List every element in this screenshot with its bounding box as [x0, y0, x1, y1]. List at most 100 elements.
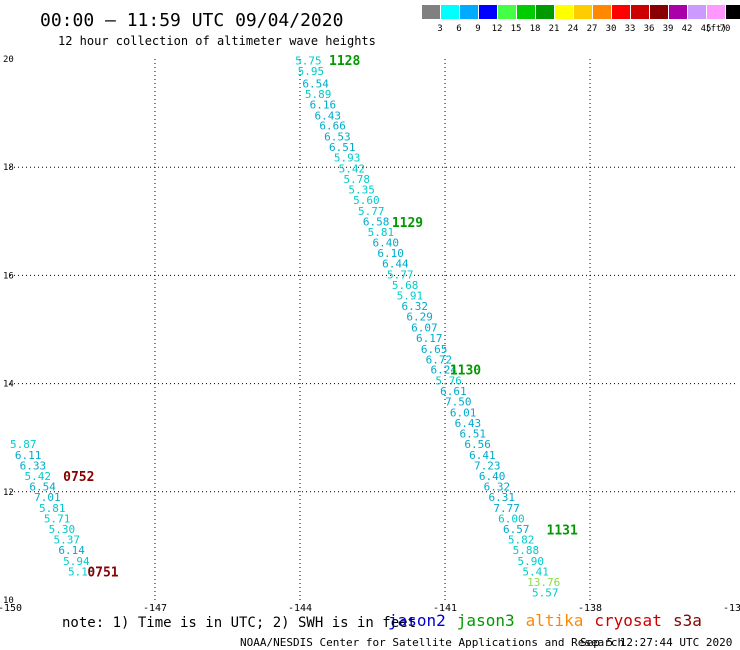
swh-value: 5.81 — [39, 502, 66, 515]
swh-value: 6.31 — [489, 491, 516, 504]
pass-time-label: 1130 — [450, 364, 481, 379]
pass-time-label: 0752 — [63, 470, 94, 485]
swh-value: 6.32 — [402, 300, 429, 313]
x-axis-ticks: -150 -147 -144 -141 -138 -135 — [0, 603, 740, 614]
swh-value: 5.76 — [435, 374, 462, 387]
swh-value: 5.94 — [63, 555, 90, 568]
swh-value: 6.40 — [479, 470, 506, 483]
legend-label: 9 — [475, 24, 480, 34]
swh-value: 6.24 — [431, 364, 458, 377]
legend-swatch — [707, 5, 725, 19]
swh-value: 5.89 — [305, 88, 332, 101]
swh-value: 6.32 — [484, 480, 511, 493]
legend-swatch — [612, 5, 630, 19]
y-tick-label: 18 — [3, 163, 14, 173]
swh-value: 5.88 — [513, 544, 540, 557]
legend-swatch — [631, 5, 649, 19]
swh-value: 6.43 — [315, 109, 342, 122]
swh-value: 6.14 — [58, 544, 85, 557]
swh-value: 6.51 — [329, 141, 356, 154]
swh-value: 5.71 — [44, 512, 70, 525]
legend-label: 15 — [511, 24, 522, 34]
legend-swatch — [555, 5, 573, 19]
swh-value: 5.42 — [25, 470, 52, 483]
swh-value: 6.33 — [20, 459, 46, 472]
legend-swatch — [479, 5, 497, 19]
legend-swatch — [593, 5, 611, 19]
swh-value: 6.57 — [503, 523, 530, 536]
swh-value: 7.23 — [474, 459, 501, 472]
chart-subtitle: 12 hour collection of altimeter wave hei… — [58, 34, 376, 48]
legend-swatch — [536, 5, 554, 19]
satellite-legend: jason2 jason3 altika cryosat s3a — [388, 611, 702, 630]
legend-label: 21 — [549, 24, 560, 34]
satellite-name: altika — [526, 611, 584, 630]
swh-value: 6.54 — [29, 480, 56, 493]
swh-value: 5.77 — [387, 268, 414, 281]
legend-unit: (ft) — [705, 24, 727, 34]
swh-value: 5.93 — [334, 151, 361, 164]
legend-swatch — [669, 5, 687, 19]
pass-time-label: 1128 — [329, 54, 360, 69]
swh-value: 6.56 — [464, 438, 491, 451]
legend-label: 30 — [606, 24, 617, 34]
swh-value: 5.41 — [522, 565, 549, 578]
swh-value: 5.18 — [68, 565, 95, 578]
swh-value: 6.40 — [373, 236, 400, 249]
x-tick-label: -147 — [143, 603, 167, 614]
swh-value: 6.53 — [324, 130, 351, 143]
legend-label: 42 — [682, 24, 693, 34]
footer-note: note: 1) Time is in UTC; 2) SWH is in fe… — [62, 615, 416, 631]
legend-label: 3 — [437, 24, 442, 34]
footer-timestamp: Sep 5 12:27:44 UTC 2020 — [580, 636, 732, 649]
x-tick-label: -144 — [288, 603, 312, 614]
legend-swatch — [574, 5, 592, 19]
swh-value: 5.90 — [518, 555, 545, 568]
pass-time-label: 0751 — [87, 565, 118, 580]
wave-height-labels: 5.755.956.545.896.166.436.666.536.515.93… — [10, 54, 578, 599]
legend-label: 70 — [720, 24, 731, 34]
swh-value: 6.51 — [460, 427, 487, 440]
color-scale-legend: 3 6 9 12 15 18 21 24 27 30 33 36 39 42 45 70(ft) — [422, 5, 740, 34]
swh-value: 5.81 — [368, 226, 395, 239]
satellite-name: jason2 — [388, 611, 446, 630]
legend-label: 12 — [492, 24, 503, 34]
swh-value: 7.77 — [493, 502, 520, 515]
y-tick-label: 16 — [3, 271, 14, 281]
legend-swatch — [460, 5, 478, 19]
swh-value: 5.37 — [54, 533, 81, 546]
legend-label: 24 — [568, 24, 579, 34]
y-tick-label: 14 — [3, 380, 14, 390]
swh-value: 5.75 — [295, 55, 322, 68]
x-tick-label: -138 — [578, 603, 602, 614]
legend-label: 33 — [625, 24, 636, 34]
grid-lines — [10, 59, 735, 600]
swh-value: 5.91 — [397, 289, 424, 302]
legend-swatch — [726, 5, 740, 19]
legend-label: 27 — [587, 24, 598, 34]
swh-value: 7.50 — [445, 395, 472, 408]
satellite-name: jason3 — [457, 611, 515, 630]
x-tick-label: -135 — [723, 603, 740, 614]
swh-value: 6.72 — [426, 353, 453, 366]
swh-value: 7.01 — [34, 491, 61, 504]
y-tick-label: 12 — [3, 488, 14, 498]
swh-value: 5.35 — [348, 183, 375, 196]
swh-value: 5.87 — [10, 438, 37, 451]
legend-swatch — [441, 5, 459, 19]
legend-swatch — [498, 5, 516, 19]
swh-value: 6.11 — [15, 449, 42, 462]
legend-label: 18 — [530, 24, 541, 34]
swh-value: 6.17 — [416, 332, 443, 345]
x-tick-label: -141 — [433, 603, 457, 614]
satellite-name: cryosat — [594, 611, 661, 630]
y-axis-ticks: 10 12 14 16 18 20 — [3, 55, 14, 606]
swh-value: 6.65 — [421, 343, 448, 356]
swh-value: 6.16 — [310, 98, 337, 111]
swh-value: 5.95 — [298, 65, 325, 78]
legend-label: 36 — [644, 24, 655, 34]
swh-value: 6.44 — [382, 257, 409, 270]
legend-swatch — [517, 5, 535, 19]
swh-value: 5.77 — [358, 205, 385, 218]
